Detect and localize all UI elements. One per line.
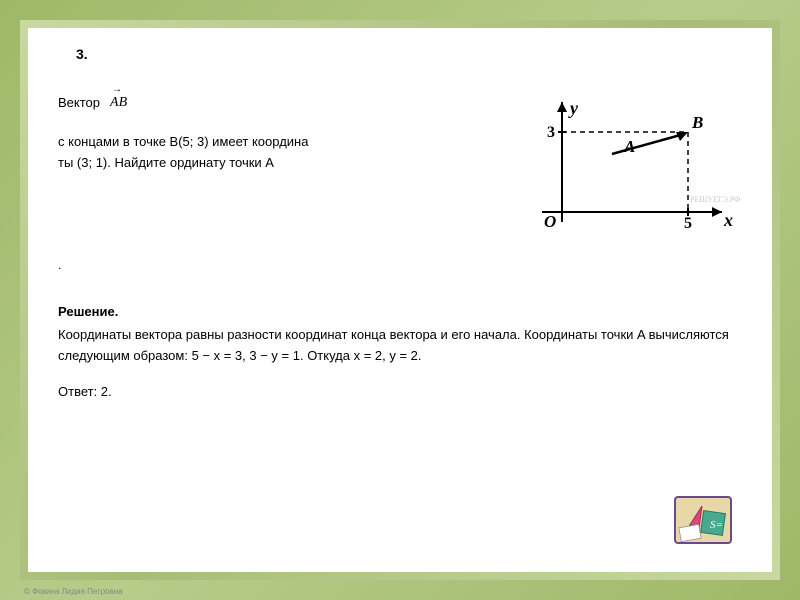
vector-symbol: AB [110, 92, 127, 114]
svg-text:S=: S= [710, 519, 723, 531]
point-b-label: B [691, 113, 703, 132]
vector-word: Вектор [58, 93, 100, 114]
dot-sep: . [58, 258, 742, 272]
text-column: Вектор AB с концами в точке В(5; 3) имее… [58, 92, 486, 174]
graph: РЕШУЕГЭ.РФ 3 5 [502, 92, 742, 242]
y-axis-label: y [568, 98, 579, 118]
watermark: РЕШУЕГЭ.РФ [690, 195, 741, 204]
x-tick-label: 5 [684, 215, 692, 232]
content-row: Вектор AB с концами в точке В(5; 3) имее… [58, 92, 742, 242]
author-credit: © Фокина Лидия Петровна [24, 587, 123, 596]
vector-intro: Вектор AB [58, 92, 486, 114]
y-tick-label: 3 [547, 124, 555, 141]
problem-line2: ты (3; 1). Найдите ординату точки А [58, 153, 486, 174]
answer: Ответ: 2. [58, 382, 742, 403]
problem-line1: с концами в точке В(5; 3) имеет координа [58, 132, 486, 153]
vector-line [612, 134, 684, 154]
x-axis-label: x [723, 210, 733, 230]
solution-body: Координаты вектора равны разности коорди… [58, 325, 742, 367]
x-arrow [712, 207, 722, 217]
solution-block: Решение. Координаты вектора равны разнос… [58, 302, 742, 403]
y-arrow [557, 102, 567, 112]
point-a-label: A [623, 137, 635, 156]
solution-title: Решение. [58, 304, 118, 319]
tools-icon: S= [674, 496, 732, 544]
problem-number: 3. [76, 46, 742, 62]
origin-label: O [544, 212, 556, 231]
